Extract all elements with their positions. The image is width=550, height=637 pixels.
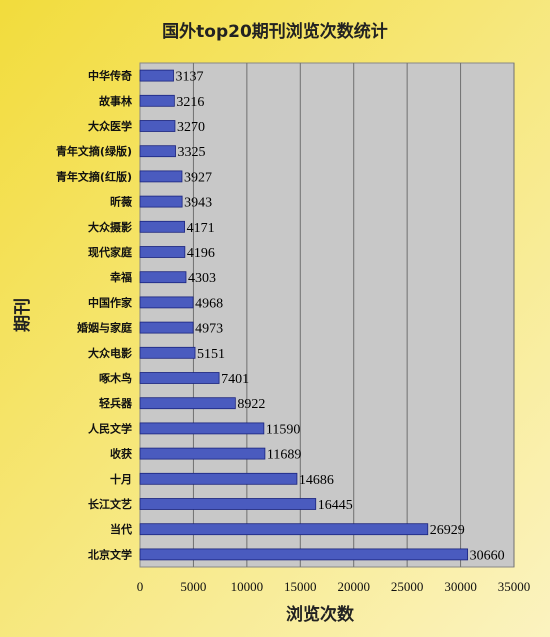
x-tick-label: 25000 xyxy=(391,579,424,594)
x-tick-label: 35000 xyxy=(498,579,531,594)
data-label: 4171 xyxy=(187,221,215,236)
chart-title: 国外top20期刊浏览次数统计 xyxy=(162,21,388,42)
data-label: 8922 xyxy=(237,397,265,412)
x-tick-labels: 0 5000 10000 15000 20000 25000 30000 35000 xyxy=(137,579,531,594)
data-labels: 3137 3216 3270 3325 3927 3943 4171 4196 4303 4968… xyxy=(176,70,505,564)
data-label: 4303 xyxy=(188,271,216,286)
category-label: 当代 xyxy=(110,522,132,536)
bar xyxy=(139,523,429,536)
category-label: 大众医学 xyxy=(88,119,132,133)
bar xyxy=(139,120,176,132)
bar xyxy=(139,321,194,334)
category-label: 幸福 xyxy=(110,270,132,284)
bar xyxy=(139,498,317,510)
category-label: 现代家庭 xyxy=(88,245,132,259)
data-label: 11590 xyxy=(266,422,300,437)
category-label: 婚姻与家庭 xyxy=(77,321,132,335)
x-tick-label: 20000 xyxy=(337,579,370,594)
category-label: 中国作家 xyxy=(88,295,133,309)
y-axis-title: 期刊 xyxy=(13,298,33,332)
x-tick-label: 5000 xyxy=(180,579,206,594)
data-label: 11689 xyxy=(267,448,301,463)
bar xyxy=(139,94,175,107)
data-label: 3270 xyxy=(177,120,205,135)
category-label: 啄木鸟 xyxy=(99,371,132,385)
category-label: 大众电影 xyxy=(88,346,132,360)
data-label: 14686 xyxy=(299,473,334,488)
data-label: 3927 xyxy=(184,170,212,185)
data-label: 4196 xyxy=(187,246,215,261)
bar xyxy=(139,447,266,460)
category-label: 青年文摘(红版) xyxy=(56,169,132,183)
category-label: 大众摄影 xyxy=(88,220,132,234)
data-label: 3943 xyxy=(184,196,212,211)
bar xyxy=(139,372,220,384)
data-label: 5151 xyxy=(197,347,225,362)
bar xyxy=(139,69,174,82)
data-label: 3216 xyxy=(176,95,204,110)
bar xyxy=(139,170,183,183)
category-label: 轻兵器 xyxy=(99,396,133,410)
category-label: 昕薇 xyxy=(110,195,132,209)
bar xyxy=(139,246,186,258)
data-label: 16445 xyxy=(318,498,353,513)
bars xyxy=(139,69,469,561)
category-label: 北京文学 xyxy=(88,547,132,561)
x-tick-label: 10000 xyxy=(231,579,264,594)
bar xyxy=(139,220,185,233)
bar xyxy=(139,195,183,208)
grid-lines xyxy=(192,63,515,567)
x-tick-label: 15000 xyxy=(284,579,317,594)
category-label: 收获 xyxy=(110,447,132,461)
category-label: 人民文学 xyxy=(88,421,132,435)
data-label: 26929 xyxy=(430,523,465,538)
bar xyxy=(139,397,236,410)
data-label: 4968 xyxy=(195,296,223,311)
category-label: 青年文摘(绿版) xyxy=(56,144,132,158)
data-label: 7401 xyxy=(221,372,249,387)
data-label: 30660 xyxy=(470,548,505,563)
bar xyxy=(139,548,469,561)
data-label: 4973 xyxy=(195,322,223,337)
category-label: 故事林 xyxy=(99,94,132,108)
category-label: 十月 xyxy=(110,472,132,486)
bar xyxy=(139,271,187,284)
bar xyxy=(139,145,176,158)
x-tick-label: 30000 xyxy=(444,579,477,594)
category-label: 长江文艺 xyxy=(88,497,132,511)
bar xyxy=(139,472,298,485)
x-axis-title: 浏览次数 xyxy=(286,604,355,625)
data-label: 3137 xyxy=(176,70,204,85)
bar xyxy=(139,422,265,435)
data-label: 3325 xyxy=(178,145,206,160)
bar xyxy=(139,296,194,309)
category-label: 中华传奇 xyxy=(88,69,132,83)
x-tick-label: 0 xyxy=(137,579,144,594)
plot-area xyxy=(139,62,515,568)
bar xyxy=(139,346,196,359)
